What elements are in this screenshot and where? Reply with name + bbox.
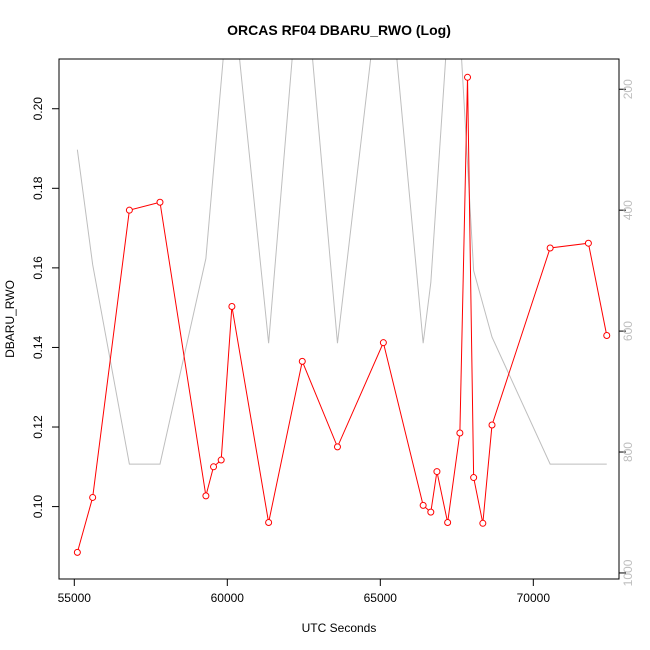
y-axis-label: DBARU_RWO — [3, 280, 17, 358]
y2-tick-label: 800 — [621, 442, 635, 462]
data-point — [379, 339, 387, 347]
y-tick-label: 0.20 — [31, 97, 45, 121]
data-point — [427, 508, 435, 516]
data-point — [546, 244, 554, 252]
data-point — [202, 492, 210, 500]
secondary-series — [76, 59, 607, 465]
primary-series — [73, 73, 611, 556]
data-point — [488, 421, 496, 429]
data-point — [228, 302, 236, 310]
data-point — [217, 456, 225, 464]
x-tick-label: 60000 — [211, 591, 245, 605]
data-point — [89, 493, 97, 501]
y2-tick-label: 400 — [621, 200, 635, 220]
data-point — [73, 548, 81, 556]
data-point — [125, 206, 133, 214]
data-point — [298, 357, 306, 365]
y-tick-label: 0.10 — [31, 495, 45, 519]
y-axis: 0.10 0.12 0.14 0.16 0.18 0.20 — [31, 97, 59, 519]
y2-tick-label: 600 — [621, 321, 635, 341]
y-tick-label: 0.12 — [31, 415, 45, 439]
data-point — [433, 468, 441, 476]
plot-frame — [58, 58, 620, 580]
data-point — [156, 198, 164, 206]
data-point — [584, 239, 592, 247]
y2-tick-label: 1000 — [621, 559, 635, 586]
data-point — [444, 519, 452, 527]
primary-series-line — [76, 77, 608, 553]
data-point — [603, 332, 611, 340]
chart-title: ORCAS RF04 DBARU_RWO (Log) — [227, 22, 451, 38]
secondary-y-axis: 200 400 600 800 1000 — [619, 79, 635, 586]
data-point — [265, 519, 273, 527]
x-tick-label: 55000 — [58, 591, 92, 605]
y-tick-label: 0.16 — [31, 256, 45, 280]
x-axis: 55000 60000 65000 70000 — [58, 578, 551, 605]
y-tick-label: 0.14 — [31, 335, 45, 359]
data-point — [464, 73, 472, 81]
y2-tick-label: 200 — [621, 79, 635, 99]
data-point — [210, 463, 218, 471]
y-tick-label: 0.18 — [31, 176, 45, 200]
x-axis-label: UTC Seconds — [302, 621, 377, 635]
data-point — [333, 443, 341, 451]
x-tick-label: 70000 — [517, 591, 551, 605]
data-point — [470, 474, 478, 482]
data-point — [419, 501, 427, 509]
data-point — [479, 519, 487, 527]
secondary-series-line — [76, 59, 607, 465]
data-point — [456, 429, 464, 437]
x-tick-label: 65000 — [364, 591, 398, 605]
